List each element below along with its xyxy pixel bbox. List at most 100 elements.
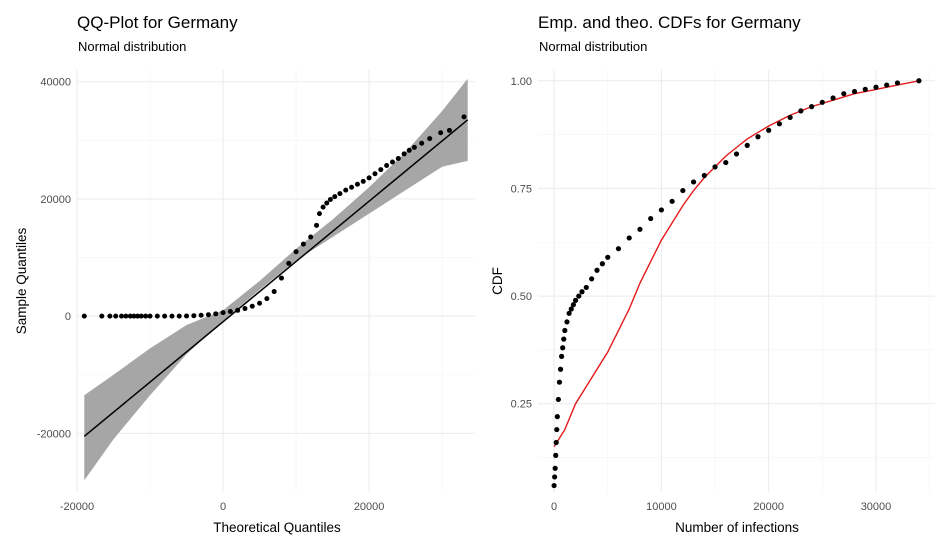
qq-plot-point (286, 260, 292, 266)
cdf-empirical-point (570, 302, 577, 308)
cdf-empirical-point (589, 276, 595, 282)
cdf-empirical-point (626, 235, 632, 241)
cdf-theoretical-curve (553, 80, 920, 448)
qq-plot-reference-line-segment (83, 119, 469, 437)
cdf-x-axis-label: Number of infections (675, 520, 799, 535)
qq-plot-point (378, 167, 384, 173)
qq-plot-y-tick-label: 0 (65, 311, 71, 323)
cdf-empirical-point (744, 142, 750, 148)
cdf-empirical-point (615, 246, 622, 252)
cdf-x-tick-label: 30000 (861, 501, 892, 513)
qq-plot-points (81, 114, 467, 319)
cdf-empirical-point (851, 88, 858, 95)
cdf-y-tick-label: 1.00 (511, 76, 532, 88)
cdf-empirical-point (894, 80, 901, 86)
cdf-empirical-point (873, 84, 879, 90)
qq-plot-point (264, 296, 270, 302)
qq-plot-point (300, 241, 306, 247)
qq-plot-panel: QQ-Plot for Germany Normal distribution … (14, 13, 475, 535)
cdf-empirical-point (599, 261, 605, 267)
cdf-empirical-point (648, 215, 654, 222)
qq-plot-point (242, 306, 248, 312)
qq-plot-point (184, 313, 190, 319)
cdf-empirical-point (552, 465, 558, 471)
cdf-empirical-point (556, 379, 563, 385)
qq-plot-point (389, 159, 395, 165)
cdf-y-tick-label: 0.75 (511, 183, 532, 195)
qq-plot-point (278, 275, 284, 281)
qq-plot-confidence-band-area (84, 78, 468, 481)
cdf-empirical-point (561, 336, 567, 342)
qq-plot-point (213, 311, 219, 317)
qq-plot-point (316, 211, 322, 217)
qq-plot-title: QQ-Plot for Germany (77, 13, 238, 32)
cdf-empirical-point (830, 95, 836, 101)
qq-plot-point (324, 200, 330, 206)
qq-plot-point (354, 181, 360, 187)
qq-plot-point (147, 313, 153, 319)
cdf-empirical-point (701, 172, 707, 179)
qq-plot-point (220, 310, 226, 316)
cdf-empirical-point (637, 226, 643, 232)
qq-plot-point (123, 313, 129, 319)
qq-plot-point (249, 303, 255, 309)
qq-plot-point (446, 127, 452, 133)
qq-plot-point (107, 313, 113, 319)
cdf-empirical-point (884, 82, 890, 88)
qq-plot-point (162, 313, 168, 319)
qq-plot-y-axis-label: Sample Quantiles (14, 227, 29, 334)
qq-plot-point (314, 222, 320, 228)
qq-plot-point (406, 147, 412, 153)
qq-plot-point (169, 313, 175, 319)
qq-plot-reference-line (83, 119, 469, 437)
cdf-empirical-point (554, 426, 560, 433)
qq-plot-point (176, 313, 182, 319)
qq-plot-grid (76, 70, 475, 492)
qq-plot-point (191, 313, 197, 319)
qq-plot-point (135, 313, 141, 319)
cdf-empirical-point (733, 151, 740, 157)
cdf-empirical-point (862, 86, 868, 92)
cdf-grid (538, 70, 935, 492)
qq-plot-point (438, 130, 444, 136)
cdf-empirical-point (562, 327, 568, 334)
qq-plot-x-tick-label: 0 (220, 501, 226, 513)
cdf-y-axis-label: CDF (490, 267, 505, 295)
cdf-empirical-point (559, 353, 565, 359)
qq-plot-subtitle: Normal distribution (78, 39, 186, 54)
cdf-empirical-point (723, 159, 729, 166)
cdf-empirical-point (916, 78, 922, 84)
qq-plot-point (332, 194, 338, 200)
qq-plot-point (99, 313, 105, 319)
cdf-empirical-points (551, 78, 922, 489)
cdf-subtitle: Normal distribution (539, 39, 647, 54)
qq-plot-point (138, 313, 144, 319)
cdf-tick-labels: 0 10000 20000 30000 0.25 0.50 0.75 1.00 (511, 76, 892, 513)
cdf-empirical-point (560, 345, 566, 351)
cdf-empirical-point (819, 99, 825, 105)
qq-plot-point (113, 313, 119, 319)
cdf-empirical-point (712, 164, 718, 170)
qq-plot-point (320, 204, 326, 210)
qq-plot-point (327, 197, 333, 203)
cdf-empirical-point (583, 284, 589, 291)
qq-plot-point (198, 312, 204, 318)
cdf-empirical-point (690, 179, 697, 185)
qq-plot-point (411, 144, 417, 150)
qq-plot-y-tick-label: 40000 (40, 77, 71, 89)
qq-plot-point (395, 156, 401, 162)
cdf-x-tick-label: 0 (551, 501, 557, 513)
qq-plot-point (343, 187, 349, 193)
cdf-empirical-point (566, 310, 572, 316)
cdf-empirical-point (669, 198, 675, 204)
cdf-empirical-point (555, 396, 561, 403)
qq-plot-point (81, 313, 87, 319)
cdf-theoretical-line (553, 80, 920, 448)
qq-plot-point (143, 313, 149, 319)
cdf-empirical-point (841, 91, 847, 97)
qq-plot-point (308, 234, 314, 240)
qq-plot-x-tick-label: -20000 (60, 501, 94, 513)
qq-plot-point (293, 249, 299, 255)
qq-plot-point (227, 308, 233, 314)
